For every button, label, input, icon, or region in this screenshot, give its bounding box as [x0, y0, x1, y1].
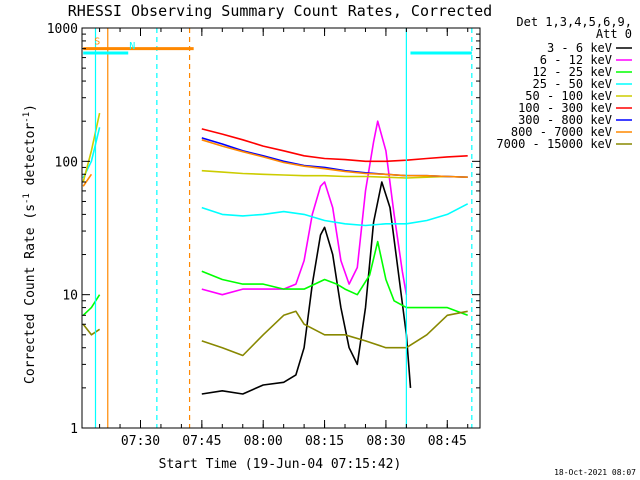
y-tick-label-1: 1	[70, 422, 78, 437]
plot-frame	[81, 27, 481, 429]
legend-label-100-300-kev: 100 - 300 keV	[518, 101, 612, 115]
chart-title: RHESSI Observing Summary Count Rates, Co…	[68, 2, 492, 20]
series-layer	[82, 112, 469, 395]
footer-timestamp: 18-Oct-2021 08:07	[554, 468, 636, 477]
series-line-100-300-kev	[201, 128, 468, 163]
annotation-label-n: N	[129, 41, 135, 52]
y-axis-label: Corrected Count Rate (s-1 detector-1)	[22, 104, 38, 384]
series-line-50-100-kev-seg1	[201, 169, 468, 179]
series-line-25-50-kev-seg1	[201, 203, 469, 227]
legend-header-line1: Det 1,3,4,5,6,9,	[516, 15, 632, 29]
legend-label-6-12-kev: 6 - 12 keV	[540, 53, 612, 67]
series-line-50-100-kev	[82, 112, 101, 183]
series-line-12-25-kev-seg1	[201, 240, 468, 317]
legend-header-line2: Att 0	[596, 27, 632, 41]
legend-label-300-800-kev: 300 - 800 keV	[518, 113, 612, 127]
y-axis-label-mid: detector	[23, 123, 38, 194]
y-tick-label-100: 100	[55, 155, 78, 170]
series-line-12-25-kev	[82, 294, 101, 316]
y-axis-label-sup1: -1	[22, 193, 32, 204]
y-axis-label-main: Corrected Count Rate (s	[23, 204, 38, 384]
y-tick-label-1000: 1000	[47, 22, 78, 37]
x-tick-label-0815: 08:15	[305, 434, 344, 449]
series-line-800-7000-kev	[82, 173, 93, 187]
legend-label-50-100-kev: 50 - 100 keV	[525, 89, 612, 103]
series-line-3-6-kev	[201, 181, 412, 395]
x-tick-label-0730: 07:30	[121, 434, 160, 449]
y-tick-label-10: 10	[62, 289, 78, 304]
annotation-label-s: S	[94, 37, 100, 48]
x-tick-label-0830: 08:30	[366, 434, 405, 449]
legend-label-3-6-kev: 3 - 6 keV	[547, 41, 612, 55]
series-line-6-12-kev	[201, 120, 408, 296]
x-axis-label: Start Time (19-Jun-04 07:15:42)	[159, 457, 402, 472]
legend-label-800-7000-kev: 800 - 7000 keV	[511, 125, 612, 139]
y-axis-label-end: )	[23, 104, 38, 112]
axis-layer: 1 10 100 1000 07:30 07:45 08:00 08:15 08:30 08:45	[47, 22, 481, 449]
y-axis-label-sup2: -1	[22, 112, 32, 123]
series-line-7000-15000-kev-seg1	[201, 310, 468, 357]
legend-label-7000-15000-kev: 7000 - 15000 keV	[496, 137, 612, 151]
x-tick-label-0745: 07:45	[182, 434, 221, 449]
x-tick-label-0845: 08:45	[428, 434, 467, 449]
series-line-7000-15000-kev	[82, 323, 101, 336]
legend-label-12-25-kev: 12 - 25 keV	[533, 65, 612, 79]
legend-label-25-50-kev: 25 - 50 keV	[533, 77, 612, 91]
series-line-800-7000-kev-seg1	[201, 139, 468, 178]
x-tick-label-0800: 08:00	[244, 434, 283, 449]
